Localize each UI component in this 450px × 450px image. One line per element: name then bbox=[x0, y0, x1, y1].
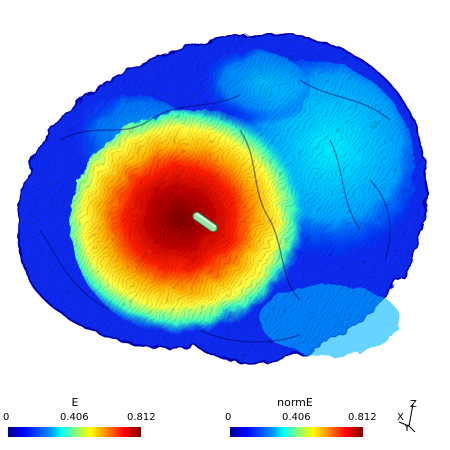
coil-marker[interactable] bbox=[191, 211, 219, 234]
colorbar-e bbox=[8, 427, 141, 437]
colorbar-norme-title: normE bbox=[277, 396, 313, 409]
colorbar-e-tick-min: 0 bbox=[3, 412, 10, 423]
axis-y-label: Y bbox=[404, 423, 411, 434]
axis-z-label: Z bbox=[410, 399, 417, 410]
colorbar-norme bbox=[230, 427, 363, 437]
colorbar-e-title: E bbox=[71, 396, 79, 409]
axes-triad-icon bbox=[398, 403, 416, 433]
colorbar-norme-tick-mid: 0.406 bbox=[282, 412, 311, 423]
brain-cortex bbox=[17, 33, 427, 365]
axis-x-label: X bbox=[397, 412, 404, 423]
gyri-lines bbox=[39, 79, 391, 343]
colorbar-norme-tick-min: 0 bbox=[225, 412, 232, 423]
colorbar-norme-tick-max: 0.812 bbox=[348, 412, 377, 423]
colorbar-e-tick-max: 0.812 bbox=[127, 412, 156, 423]
colorbar-e-tick-mid: 0.406 bbox=[60, 412, 89, 423]
